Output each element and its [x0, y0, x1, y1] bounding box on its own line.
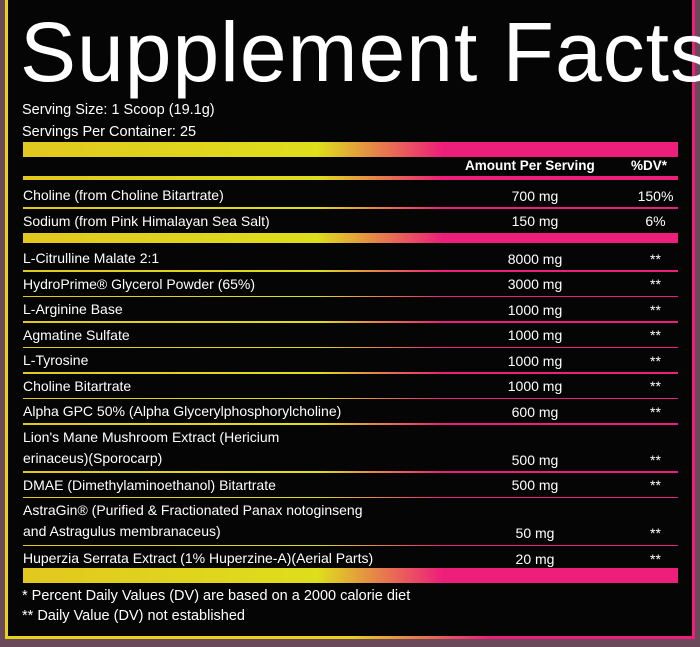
footnote: ** Daily Value (DV) not established	[22, 608, 245, 624]
table-row: L-Arginine Base 1000 mg **	[23, 297, 678, 323]
table-row: Agmatine Sulfate 1000 mg **	[23, 323, 678, 348]
daily-value: 6%	[645, 213, 666, 229]
divider-bar	[23, 142, 678, 157]
row-divider	[23, 471, 678, 473]
amount: 20 mg	[515, 550, 555, 567]
ingredient-name: L-Tyrosine	[23, 352, 89, 368]
divider-bar	[23, 233, 678, 243]
table-row: L-Citrulline Malate 2:1 8000 mg **	[23, 246, 678, 272]
dv-header: %DV*	[631, 158, 668, 173]
daily-value: **	[650, 451, 661, 468]
amount: 700 mg	[511, 187, 559, 204]
ingredient-name: Alpha GPC 50% (Alpha Glycerylphosphorylc…	[23, 403, 342, 419]
daily-value: **	[650, 250, 661, 267]
row-divider	[23, 321, 678, 323]
divider-bar	[23, 568, 678, 583]
daily-value: **	[650, 477, 661, 493]
amount: 1000 mg	[507, 352, 563, 369]
table-row: AstraGin® (Purified & Fractionated Panax…	[23, 498, 678, 546]
table-row: L-Tyrosine 1000 mg **	[23, 348, 678, 374]
ingredient-name: Choline (from Choline Bitartrate)	[23, 187, 224, 203]
row-divider	[23, 496, 678, 498]
amount: 500 mg	[511, 477, 559, 493]
daily-value: **	[650, 276, 661, 292]
row-divider	[23, 544, 678, 546]
daily-value: **	[650, 352, 661, 369]
amount: 500 mg	[511, 451, 559, 468]
row-divider	[23, 397, 678, 399]
table-row: Choline (from Choline Bitartrate) 700 mg 1…	[23, 183, 678, 209]
amount: 3000 mg	[507, 276, 563, 292]
daily-value: **	[650, 327, 661, 343]
row-divider	[23, 207, 678, 209]
amount: 1000 mg	[507, 327, 563, 343]
ingredient-name: DMAE (Dimethylaminoethanol) Bitartrate	[23, 476, 276, 493]
amount: 600 mg	[511, 403, 559, 420]
row-divider	[23, 423, 678, 425]
ingredient-name: L-Citrulline Malate 2:1	[23, 250, 160, 266]
table-row: Lion's Mane Mushroom Extract (Hericium e…	[23, 425, 678, 473]
amount: 1000 mg	[507, 378, 563, 394]
amount-header: Amount Per Serving	[465, 158, 595, 173]
amount: 8000 mg	[507, 250, 563, 267]
table-row: DMAE (Dimethylaminoethanol) Bitartrate 50…	[23, 473, 678, 498]
row-divider	[23, 270, 678, 272]
supplement-facts-panel: Supplement Facts Serving Size: 1 Scoop (…	[8, 0, 700, 636]
label-frame: Supplement Facts Serving Size: 1 Scoop (…	[5, 0, 700, 639]
row-divider	[23, 346, 678, 348]
ingredient-name: Choline Bitartrate	[23, 377, 132, 394]
daily-value: **	[650, 378, 661, 394]
servings-per-container: Servings Per Container: 25	[22, 124, 197, 140]
ingredient-name: Lion's Mane Mushroom Extract (Hericium e…	[23, 428, 280, 466]
divider-bar	[23, 176, 678, 180]
daily-value: **	[650, 525, 661, 541]
daily-value: **	[650, 550, 661, 567]
ingredient-name: L-Arginine Base	[23, 301, 123, 317]
row-divider	[23, 295, 678, 297]
daily-value: 150%	[637, 187, 674, 204]
table-row: Huperzia Serrata Extract (1% Huperzine-A…	[23, 546, 678, 572]
ingredient-name: Huperzia Serrata Extract (1% Huperzine-A…	[23, 550, 374, 566]
daily-value: **	[650, 403, 661, 420]
table-row: Alpha GPC 50% (Alpha Glycerylphosphorylc…	[23, 399, 678, 425]
amount: 50 mg	[515, 525, 555, 541]
title: Supplement Facts	[20, 5, 700, 99]
ingredient-name: Agmatine Sulfate	[23, 326, 130, 343]
ingredient-name: AstraGin® (Purified & Fractionated Panax…	[23, 502, 363, 539]
table-row: Sodium (from Pink Himalayan Sea Salt) 150…	[23, 209, 678, 235]
row-divider	[23, 372, 678, 374]
footnote: * Percent Daily Values (DV) are based on…	[22, 588, 411, 604]
table-row: HydroPrime® Glycerol Powder (65%) 3000 mg…	[23, 272, 678, 297]
ingredient-name: Sodium (from Pink Himalayan Sea Salt)	[23, 212, 270, 229]
table-row: Choline Bitartrate 1000 mg **	[23, 374, 678, 399]
amount: 150 mg	[511, 213, 559, 229]
daily-value: **	[650, 301, 661, 318]
ingredient-name: HydroPrime® Glycerol Powder (65%)	[23, 275, 256, 292]
amount: 1000 mg	[507, 301, 563, 318]
serving-size: Serving Size: 1 Scoop (19.1g)	[22, 102, 215, 118]
